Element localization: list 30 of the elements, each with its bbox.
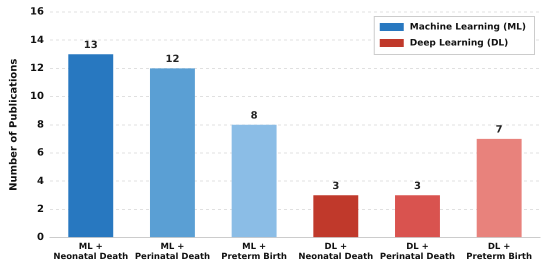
y-tick-label: 2 xyxy=(36,204,44,215)
legend-label: Machine Learning (ML) xyxy=(410,22,526,32)
bar xyxy=(232,124,277,238)
y-tick-label: 0 xyxy=(36,232,44,244)
bar xyxy=(68,54,114,238)
bar xyxy=(313,195,358,238)
bar xyxy=(476,138,522,238)
bar xyxy=(395,195,440,238)
x-tick-label: ML + Neonatal Death xyxy=(53,242,128,262)
data-label: 3 xyxy=(332,180,340,192)
y-tick-label: 12 xyxy=(30,62,44,74)
x-tick-label: DL + Neonatal Death xyxy=(298,242,374,262)
data-label: 3 xyxy=(414,180,421,192)
x-tick-label: ML + Perinatal Death xyxy=(134,242,210,262)
data-label: 12 xyxy=(165,54,180,65)
legend-label: Deep Learning (DL) xyxy=(410,38,508,48)
y-tick-label: 16 xyxy=(30,6,44,18)
y-tick-label: 10 xyxy=(30,91,44,102)
x-tick-label: ML + Preterm Birth xyxy=(221,242,287,262)
data-label: 13 xyxy=(84,40,98,51)
y-axis-title: Number of Publications xyxy=(8,58,20,191)
y-tick-label: 6 xyxy=(36,148,44,159)
bar xyxy=(150,68,195,238)
data-label: 8 xyxy=(250,110,258,122)
y-tick-label: 8 xyxy=(36,119,44,130)
x-tick-label: DL + Perinatal Death xyxy=(380,242,456,262)
y-tick-label: 14 xyxy=(30,34,44,46)
y-tick-label: 4 xyxy=(36,176,44,187)
data-label: 7 xyxy=(496,124,503,136)
x-tick-label: DL + Preterm Birth xyxy=(466,242,532,262)
